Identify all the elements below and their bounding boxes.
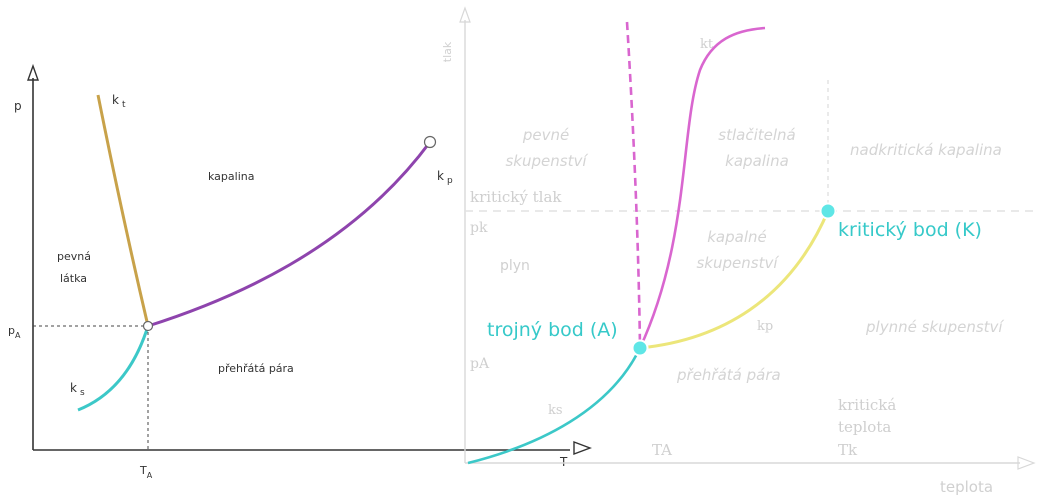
right-x-axis-label: teplota <box>940 478 993 496</box>
right-Tk-label: Tk <box>838 441 858 459</box>
right-region-compressible-liquid: stlačitelná kapalina <box>718 126 795 170</box>
right-region-supercritical: nadkritická kapalina <box>850 141 1002 159</box>
right-phase-diagram: tlak teplota pevné skupenství stlačitelná… <box>441 6 1036 496</box>
left-y-axis-label: p <box>14 99 22 113</box>
left-x-axis-arrow <box>573 440 592 456</box>
right-region-solid: pevné skupenství <box>505 126 588 170</box>
right-region-gaseous: plynné skupenství <box>865 318 1004 336</box>
right-region-gas: plyn <box>500 258 530 274</box>
right-triple-point <box>631 339 649 357</box>
left-TA-label: TA <box>139 464 153 480</box>
right-y-axis-label: tlak <box>441 41 454 62</box>
left-region-liquid: kapalina <box>208 170 254 183</box>
right-kp-label: kp <box>757 319 773 334</box>
left-triple-point <box>142 320 154 332</box>
right-critical-point-label: kritický bod (K) <box>838 219 982 241</box>
right-pk-label: pk <box>470 220 488 236</box>
right-melting-dashed-curve <box>625 21 642 349</box>
right-critical-temperature-label: kritická teplota <box>838 396 896 436</box>
right-melting-curve <box>638 26 766 349</box>
right-critical-point <box>819 202 837 220</box>
right-x-axis-arrow <box>1017 456 1036 470</box>
left-critical-point <box>423 135 437 149</box>
right-sublimation-curve <box>467 347 642 465</box>
right-pA-label: pA <box>470 356 490 372</box>
left-melting-curve <box>96 94 150 327</box>
left-x-axis-label: T <box>559 455 568 469</box>
left-y-axis-arrow <box>27 63 39 81</box>
left-pA-label: pA <box>8 324 21 340</box>
right-ks-label: ks <box>548 403 563 418</box>
left-region-solid: pevná látka <box>57 250 91 285</box>
right-TA-label: TA <box>652 441 672 459</box>
right-triple-point-label: trojný bod (A) <box>487 319 618 341</box>
left-region-vapor: přehřátá pára <box>218 362 294 375</box>
right-region-liquid: kapalné skupenství <box>696 228 779 272</box>
right-y-axis-arrow <box>459 6 471 23</box>
right-critical-pressure-label: kritický tlak <box>470 188 562 206</box>
left-vaporization-curve <box>147 141 432 328</box>
right-kt-label: kt <box>700 37 714 52</box>
right-region-vapor: přehřátá pára <box>676 366 781 384</box>
left-sublimation-curve <box>77 325 150 412</box>
right-vaporization-curve <box>639 210 830 350</box>
